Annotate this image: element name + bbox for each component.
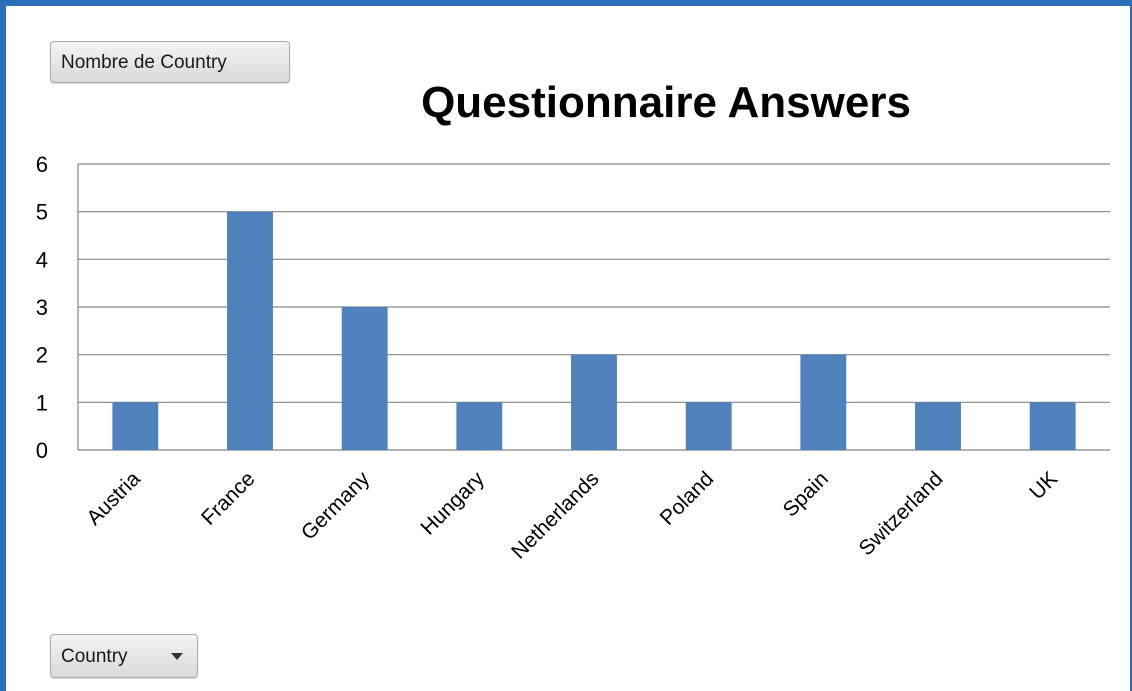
y-tick-label: 1 <box>36 390 48 415</box>
y-axis-ticks: 0 1 2 3 4 5 6 <box>36 152 48 463</box>
bar-switzerland <box>915 402 961 450</box>
x-tick-label: France <box>197 467 259 529</box>
axis-field-label: Country <box>61 645 128 667</box>
bar-uk <box>1029 402 1076 450</box>
x-axis-ticks: Austria France Germany Hungary Netherlands Po… <box>82 467 1062 564</box>
x-tick-label: Hungary <box>416 467 489 540</box>
y-tick-label: 0 <box>36 438 48 463</box>
bar-hungary <box>456 402 503 450</box>
axis-field-button[interactable]: Country <box>50 634 198 678</box>
value-field-button[interactable]: Nombre de Country <box>50 41 290 83</box>
bar-germany <box>341 307 388 450</box>
x-tick-label: UK <box>1025 467 1062 504</box>
bars <box>112 211 1076 450</box>
value-field-label: Nombre de Country <box>61 51 227 73</box>
x-tick-label: Spain <box>779 467 833 521</box>
chevron-down-icon[interactable] <box>171 652 183 660</box>
x-tick-label: Switzerland <box>855 467 948 560</box>
bar-poland <box>685 402 732 450</box>
y-tick-label: 2 <box>36 343 48 368</box>
x-tick-label: Poland <box>656 467 719 530</box>
x-tick-label: Austria <box>82 467 145 530</box>
y-tick-label: 6 <box>36 152 48 177</box>
bar-netherlands <box>571 354 617 450</box>
x-tick-label: Netherlands <box>507 467 603 563</box>
y-tick-label: 3 <box>36 295 48 320</box>
bar-austria <box>112 402 159 450</box>
y-tick-label: 4 <box>36 247 48 272</box>
bar-spain <box>800 354 847 450</box>
chart-title: Questionnaire Answers <box>421 78 911 127</box>
x-tick-label: Germany <box>297 467 375 545</box>
y-tick-label: 5 <box>36 200 48 225</box>
bar-france <box>227 211 273 450</box>
